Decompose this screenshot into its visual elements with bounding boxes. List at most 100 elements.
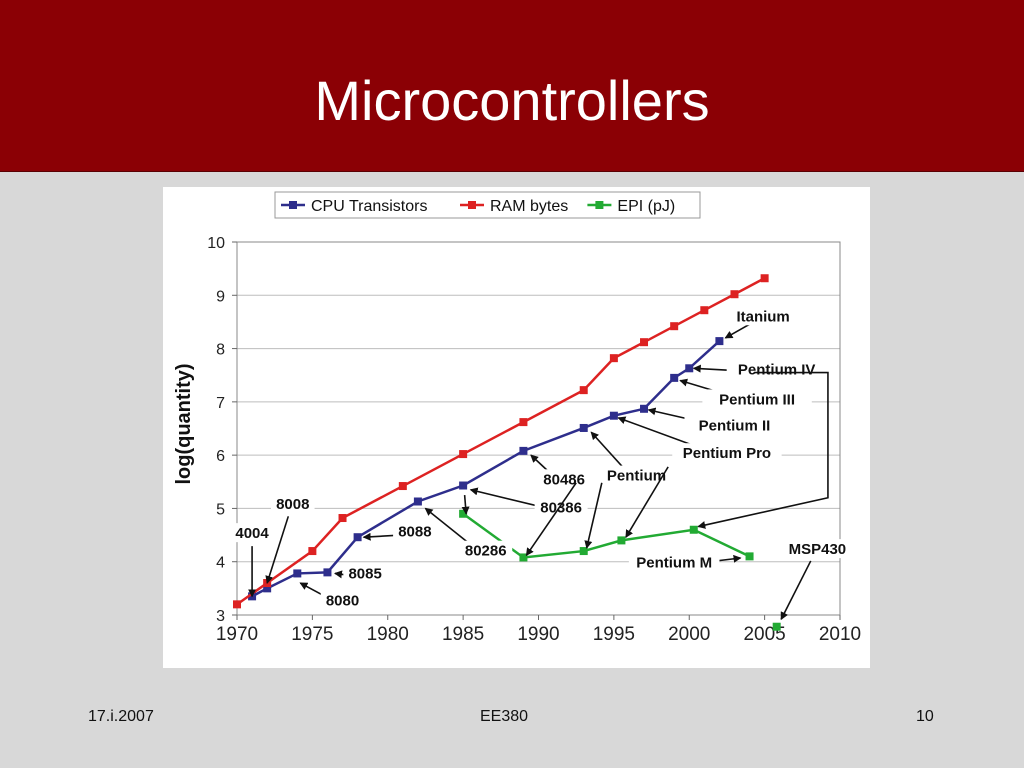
- x-tick-label: 1995: [593, 624, 635, 645]
- data-point-cpu-transistors: [715, 337, 724, 346]
- annotation-arrow: [461, 495, 470, 515]
- series-line-cpu-transistors: [251, 340, 721, 598]
- data-point-cpu-transistors: [579, 423, 588, 432]
- y-tick-label: 3: [216, 608, 225, 625]
- series-line-ram-bytes: [236, 277, 766, 606]
- annotation-arrow: [625, 466, 669, 539]
- data-point-ram-bytes: [609, 354, 618, 363]
- annotation-bg: [727, 306, 800, 326]
- legend-marker: [468, 201, 476, 209]
- annotation-bg: [726, 359, 827, 379]
- data-point-ram-bytes: [233, 600, 241, 609]
- annotation-bg: [393, 521, 437, 541]
- annotation-label: 8008: [276, 496, 309, 513]
- x-tick-label: 2000: [668, 624, 710, 645]
- data-point-epi-pj: [519, 553, 528, 562]
- data-point-cpu-transistors: [640, 404, 649, 413]
- annotation-bg: [600, 465, 673, 485]
- annotation-label: Pentium M: [636, 554, 712, 571]
- annotation-label: Pentium Pro: [683, 445, 771, 462]
- data-point-ram-bytes: [730, 290, 739, 299]
- annotation-bg: [270, 493, 315, 513]
- annotation-label: Itanium: [736, 308, 789, 325]
- data-point-epi-pj: [745, 552, 754, 561]
- annotation-label: 8088: [398, 524, 431, 541]
- annotation-bg: [537, 469, 591, 489]
- data-point-ram-bytes: [700, 306, 709, 315]
- y-tick-label: 7: [216, 395, 225, 412]
- legend-marker: [595, 201, 604, 209]
- annotation-arrow: [780, 560, 812, 621]
- annotation-label: Pentium: [607, 468, 666, 485]
- y-tick-label: 6: [216, 448, 225, 465]
- data-point-cpu-transistors: [685, 364, 694, 373]
- legend-box: [274, 191, 701, 219]
- data-point-ram-bytes: [519, 418, 528, 427]
- annotation-label: Pentium IV: [738, 362, 816, 379]
- annotation-label: Pentium III: [719, 391, 795, 408]
- annotation-arrow: [590, 431, 628, 472]
- data-point-cpu-transistors: [293, 569, 302, 578]
- data-point-epi-pj: [617, 536, 626, 545]
- annotation-label: MSP430: [789, 541, 847, 558]
- annotation-label: 8085: [348, 566, 381, 583]
- y-axis-label: log(quantity): [173, 363, 195, 484]
- data-point-epi-pj: [689, 525, 698, 534]
- data-point-cpu-transistors: [413, 497, 422, 506]
- data-point-cpu-transistors: [519, 446, 528, 455]
- footer-date: 17.i.2007: [88, 708, 154, 725]
- slide-title: Microcontrollers: [314, 69, 710, 132]
- y-tick-label: 10: [207, 235, 225, 252]
- annotation-bg: [672, 443, 782, 463]
- annotation-bg: [628, 552, 720, 572]
- x-tick-label: 2010: [819, 624, 861, 645]
- annotation-arrow: [584, 482, 603, 549]
- y-tick-label: 4: [216, 555, 225, 572]
- annotation-label: 80286: [465, 543, 507, 560]
- y-tick-label: 9: [216, 288, 225, 305]
- annotation-bg: [534, 497, 588, 517]
- annotation-bg: [343, 563, 387, 583]
- annotation-label: 80386: [540, 500, 582, 517]
- annotation-bg: [230, 523, 274, 543]
- annotation-elbow-arrow: [697, 371, 829, 529]
- legend-label: EPI (pJ): [617, 198, 675, 215]
- annotation-bg: [684, 415, 785, 435]
- chart-panel: 1970 1975 1980 1985 1990 1995 2000 2005 2010 3 4 5 6…: [163, 187, 870, 668]
- data-point-ram-bytes: [640, 338, 649, 347]
- x-tick-label: 1975: [291, 624, 333, 645]
- y-tick-label: 5: [216, 501, 225, 518]
- x-tick-label: 1985: [442, 624, 484, 645]
- series-line-epi-pj: [462, 512, 751, 559]
- data-point-msp430: [772, 622, 781, 631]
- annotation-label: 8080: [326, 592, 359, 609]
- data-point-cpu-transistors: [670, 373, 679, 382]
- data-point-cpu-transistors: [263, 584, 272, 593]
- annotation-label: 80486: [543, 471, 585, 488]
- data-point-cpu-transistors: [353, 533, 362, 542]
- legend-label: RAM bytes: [490, 198, 568, 215]
- x-tick-label: 1980: [367, 624, 409, 645]
- data-point-ram-bytes: [263, 579, 272, 588]
- annotation-arrow: [525, 482, 577, 557]
- data-point-ram-bytes: [579, 386, 588, 395]
- data-point-cpu-transistors: [323, 568, 332, 577]
- data-point-ram-bytes: [459, 450, 468, 459]
- legend-marker: [289, 201, 297, 209]
- data-point-ram-bytes: [760, 274, 769, 283]
- annotation-label: 4004: [235, 525, 269, 542]
- annotation-bg: [320, 590, 365, 610]
- line-chart: 1970 1975 1980 1985 1990 1995 2000 2005 20103456…: [173, 191, 861, 645]
- footer-course: EE380: [480, 708, 529, 725]
- annotation-bg: [702, 389, 812, 409]
- data-point-ram-bytes: [338, 514, 347, 523]
- x-tick-label: 1970: [216, 624, 258, 645]
- data-point-ram-bytes: [670, 322, 679, 331]
- data-point-ram-bytes: [308, 547, 317, 556]
- legend-label: CPU Transistors: [311, 198, 427, 215]
- data-point-ram-bytes: [398, 482, 407, 491]
- annotation-arrow: [724, 323, 751, 339]
- data-point-cpu-transistors: [609, 411, 618, 420]
- annotation-arrow: [265, 516, 290, 584]
- data-point-epi-pj: [579, 547, 588, 556]
